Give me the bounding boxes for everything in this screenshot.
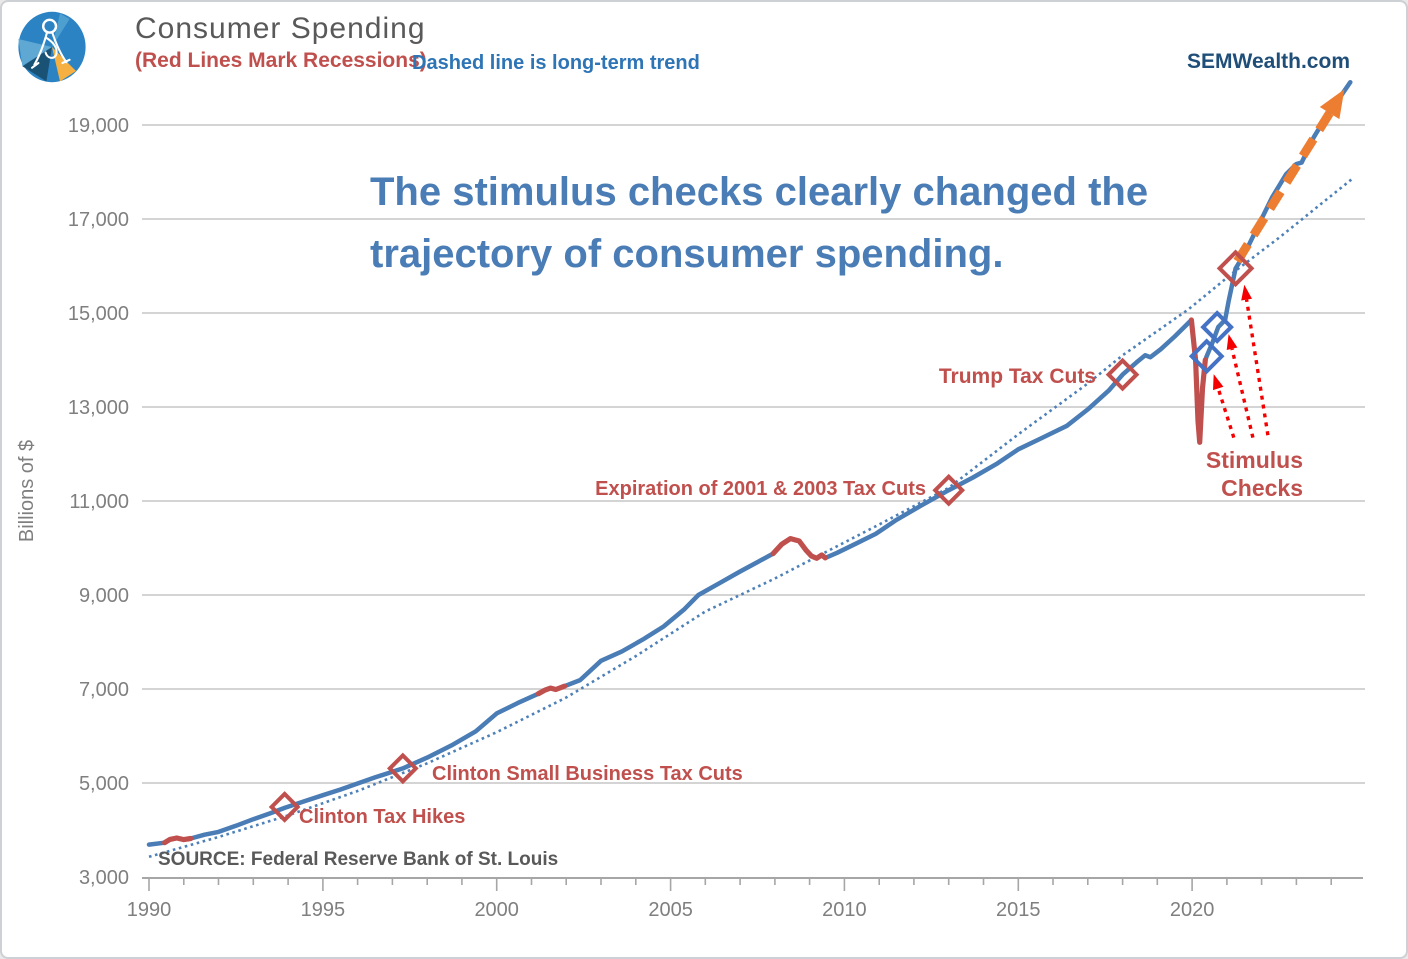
sem-compass-logo-icon: [11, 7, 93, 87]
y-tick-label: 5,000: [79, 773, 129, 795]
event-label-expiration-tax-cuts: Expiration of 2001 & 2003 Tax Cuts: [595, 478, 926, 500]
x-tick-label: 2005: [648, 899, 693, 921]
event-diamond-marker: [386, 752, 419, 785]
event-diamond-marker: [1105, 357, 1140, 392]
recession-segment: [770, 535, 828, 561]
stimulus-arrow-shaft: [1244, 299, 1270, 436]
y-tick-label: 13,000: [68, 397, 129, 419]
stimulus-diamond-marker: [1188, 338, 1225, 375]
x-tick-label: 2020: [1170, 899, 1215, 921]
subtitle-trend-note: Dashed line is long-term trend: [412, 52, 700, 74]
recession-segment: [162, 835, 194, 846]
recession-segment: [535, 683, 568, 697]
recession-segment: [1188, 317, 1208, 445]
y-tick-label: 3,000: [79, 867, 129, 889]
message-line1: The stimulus checks clearly changed the: [370, 170, 1148, 214]
logo-graphic: [18, 11, 86, 83]
y-tick-label: 17,000: [68, 209, 129, 231]
x-tick-label: 2015: [996, 899, 1041, 921]
stimulus-arrow-head: [1241, 284, 1252, 301]
x-tick-label: 1990: [127, 899, 172, 921]
stimulus-arrow-shaft: [1216, 387, 1236, 439]
stimulus-label-line1: Stimulus: [1206, 447, 1303, 473]
subtitle-recessions-note: (Red Lines Mark Recessions): [135, 49, 427, 72]
stimulus-diamond-marker: [1216, 249, 1255, 288]
source-note: SOURCE: Federal Reserve Bank of St. Loui…: [158, 849, 558, 870]
stimulus-arrow-shaft: [1230, 348, 1255, 438]
stimulus-label-line2: Checks: [1221, 475, 1303, 501]
message-line2: trajectory of consumer spending.: [370, 232, 1003, 276]
stimulus-arrow-head: [1213, 374, 1224, 391]
x-tick-label: 2010: [822, 899, 867, 921]
event-diamond-marker: [932, 473, 966, 507]
page-title: Consumer Spending: [135, 12, 426, 45]
y-tick-label: 7,000: [79, 679, 129, 701]
y-tick-label: 15,000: [68, 303, 129, 325]
stimulus-arrow-head: [1226, 334, 1238, 350]
projection-arrow-head: [1319, 89, 1345, 120]
y-tick-label: 9,000: [79, 585, 129, 607]
event-label-clinton-small-business: Clinton Small Business Tax Cuts: [432, 763, 743, 785]
y-tick-label: 11,000: [69, 491, 129, 513]
brand-link[interactable]: SEMWealth.com: [1187, 50, 1350, 73]
chart-draw-layer: 3,000 5,000 7,000 9,000 11,000 13,000 15,000 17…: [68, 79, 1365, 921]
event-label-trump-tax-cuts: Trump Tax Cuts: [939, 365, 1096, 388]
x-tick-label: 1995: [301, 899, 346, 921]
stimulus-diamond-marker: [1200, 310, 1234, 344]
y-tick-label: 19,000: [68, 115, 129, 137]
long-term-trend-line: [148, 177, 1353, 859]
event-diamond-marker: [268, 791, 301, 823]
x-tick-label: 2000: [474, 899, 519, 921]
event-label-clinton-tax-hikes: Clinton Tax Hikes: [299, 806, 465, 828]
y-axis-title: Billions of $: [16, 440, 38, 542]
